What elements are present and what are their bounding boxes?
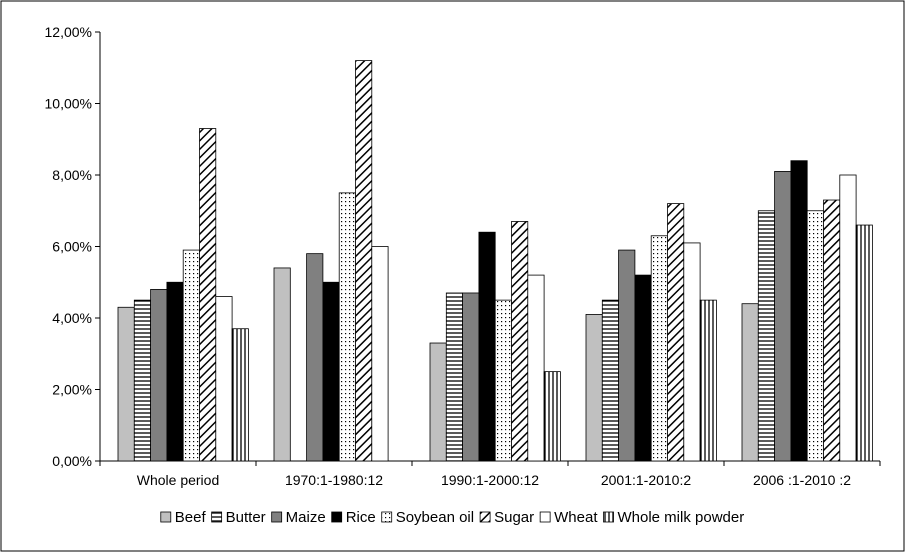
bar — [699, 299, 717, 462]
legend-item: Sugar — [479, 509, 534, 526]
bar — [618, 249, 636, 462]
legend-item: Rice — [331, 509, 376, 526]
legend-swatch — [271, 511, 283, 523]
bar — [182, 249, 200, 462]
bar — [650, 235, 668, 462]
y-tick-label: 2,00% — [52, 382, 92, 398]
bar — [478, 231, 496, 462]
legend-swatch — [331, 511, 343, 523]
bar — [445, 292, 463, 462]
y-tick-label: 10,00% — [45, 96, 92, 112]
legend-swatch — [479, 511, 491, 523]
bar — [371, 246, 389, 462]
x-tick-label: 1990:1-2000:12 — [441, 472, 539, 488]
y-tick-label: 4,00% — [52, 310, 92, 326]
bar — [511, 221, 529, 462]
plot-area: 0,00% 2,00% 4,00% 6,00% 8,00% 10,00% 12,00% Who… — [45, 24, 881, 488]
bar — [855, 224, 873, 462]
legend-item: Maize — [271, 509, 326, 526]
bar — [774, 171, 792, 462]
bar — [806, 210, 824, 462]
bar — [634, 274, 652, 462]
legend-item: Whole milk powder — [603, 509, 745, 526]
x-tick-label: 2006 :1-2010 :2 — [753, 472, 851, 488]
legend-item: Wheat — [539, 509, 598, 526]
bar — [117, 306, 135, 462]
bar — [306, 253, 324, 462]
legend-label: Soybean oil — [396, 509, 474, 526]
legend-swatch — [603, 511, 614, 523]
x-tick-label: Whole period — [137, 472, 220, 488]
legend-item: Soybean oil — [381, 509, 474, 526]
legend-item: Butter — [211, 509, 266, 526]
legend-label: Rice — [346, 509, 376, 526]
bar — [601, 299, 619, 462]
y-tick-label: 0,00% — [52, 453, 92, 469]
bar — [133, 299, 152, 462]
bar — [494, 299, 512, 462]
bar — [462, 292, 480, 462]
bar — [429, 342, 447, 462]
y-tick-label: 12,00% — [45, 24, 92, 40]
bar — [667, 203, 685, 462]
legend-swatch — [381, 511, 393, 523]
bar — [199, 128, 217, 462]
bar — [355, 60, 373, 462]
y-tick-label: 8,00% — [52, 167, 92, 183]
legend-label: Beef — [175, 509, 207, 526]
bar — [338, 192, 356, 462]
bar — [741, 303, 759, 462]
legend-swatch — [211, 511, 223, 523]
legend-label: Maize — [286, 509, 326, 526]
legend-swatch — [160, 511, 172, 523]
bar — [757, 210, 775, 462]
bar — [527, 274, 545, 462]
bar — [231, 328, 249, 462]
bar — [585, 314, 603, 462]
bar — [166, 281, 184, 462]
bar — [839, 174, 857, 462]
legend-label: Sugar — [494, 509, 534, 526]
x-tick-label: 2001:1-2010:2 — [601, 472, 692, 488]
legend: Beef Butter Maize Rice Soybean oil Sugar Wheat… — [160, 509, 745, 526]
bar — [790, 160, 808, 462]
legend-label: Whole milk powder — [618, 509, 745, 526]
bar — [543, 371, 561, 462]
legend-label: Butter — [226, 509, 266, 526]
legend-label: Wheat — [554, 509, 598, 526]
bar — [322, 281, 340, 462]
bar — [823, 199, 841, 462]
legend-item: Beef — [160, 509, 207, 526]
bar — [215, 296, 233, 462]
bar — [150, 288, 168, 462]
bar — [683, 242, 701, 462]
x-tick-label: 1970:1-1980:12 — [285, 472, 383, 488]
legend-swatch — [539, 511, 551, 523]
bar — [273, 267, 291, 462]
y-tick-label: 6,00% — [52, 239, 92, 255]
